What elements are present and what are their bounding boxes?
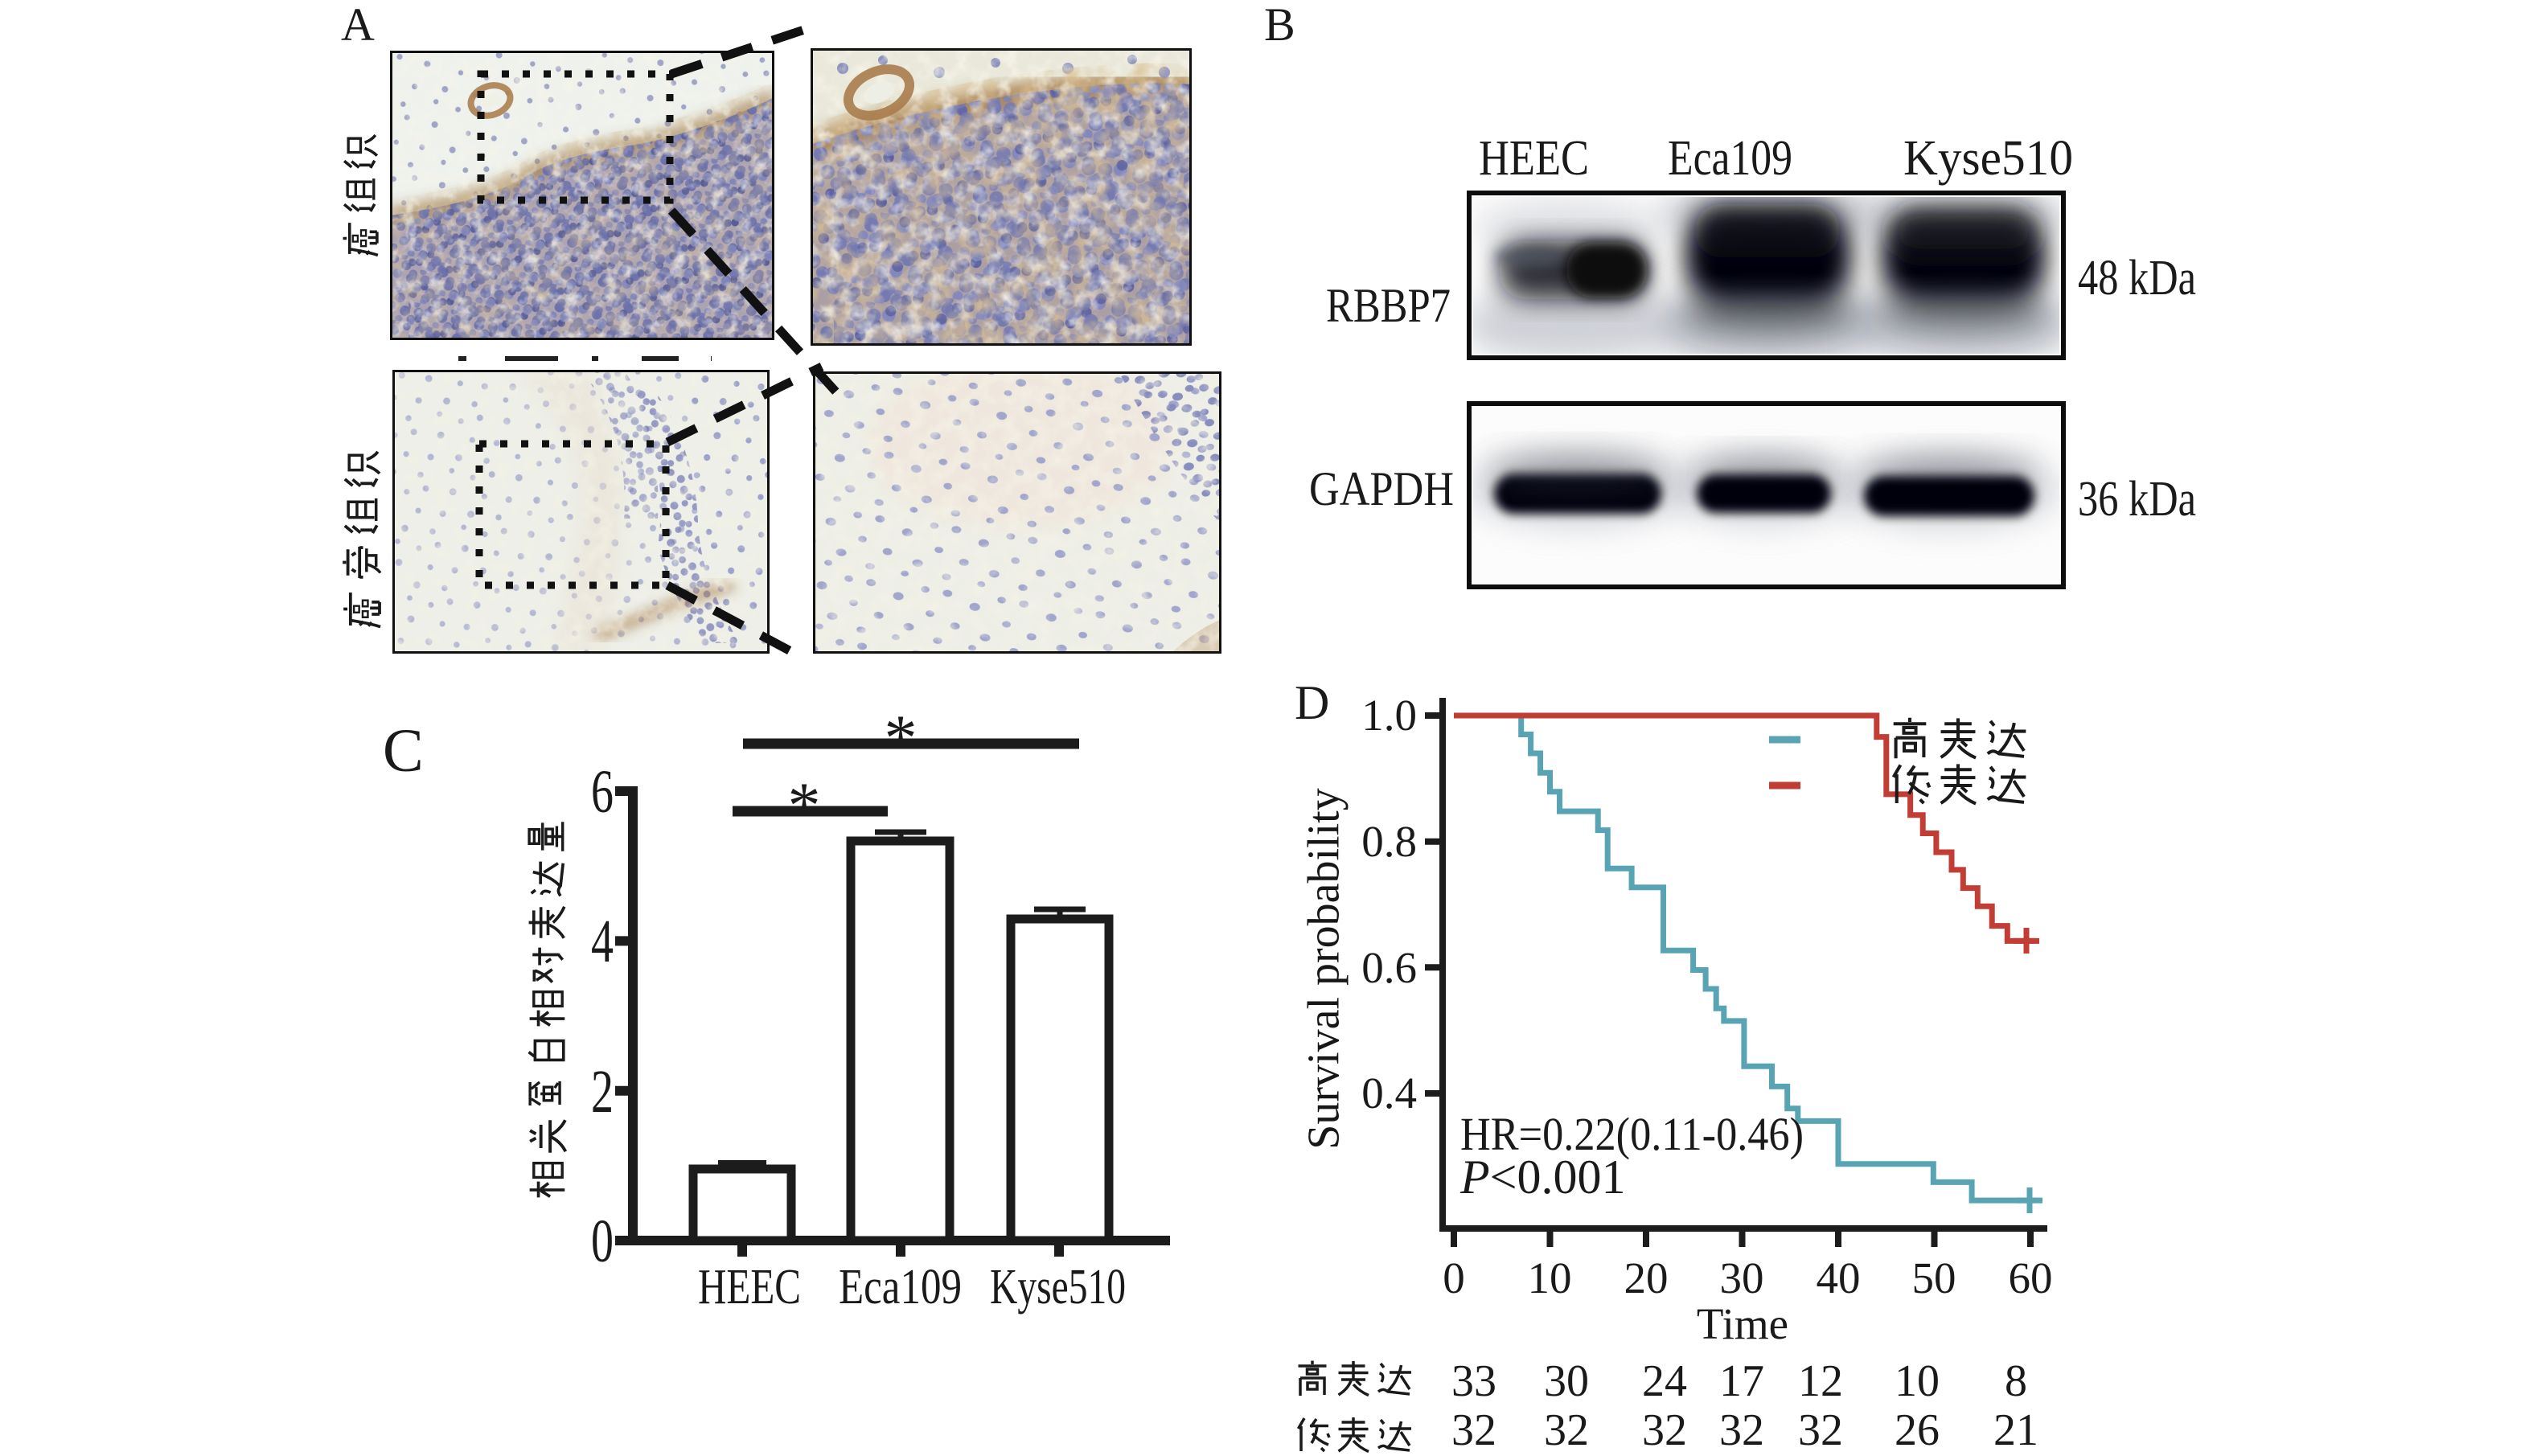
svg-text:HR=0.22(0.11-0.46): HR=0.22(0.11-0.46) bbox=[1460, 1108, 1804, 1160]
svg-text:*: * bbox=[885, 707, 918, 774]
svg-text:2: 2 bbox=[591, 1058, 614, 1126]
svg-text:24: 24 bbox=[1642, 1356, 1687, 1406]
svg-text:50: 50 bbox=[1912, 1253, 1956, 1302]
svg-text:33: 33 bbox=[1451, 1356, 1496, 1406]
svg-text:0.8: 0.8 bbox=[1361, 817, 1417, 866]
svg-text:Kyse510: Kyse510 bbox=[990, 1260, 1126, 1315]
svg-text:GAPDH: GAPDH bbox=[1309, 462, 1454, 515]
svg-text:Kyse510: Kyse510 bbox=[1903, 131, 2073, 186]
svg-text:HEEC: HEEC bbox=[1479, 131, 1589, 186]
svg-text:32: 32 bbox=[1642, 1405, 1687, 1449]
svg-text:26: 26 bbox=[1895, 1405, 1940, 1449]
svg-text:30: 30 bbox=[1720, 1253, 1764, 1302]
svg-text:RBBP7: RBBP7 bbox=[1326, 279, 1451, 332]
svg-text:HEEC: HEEC bbox=[698, 1260, 801, 1315]
svg-text:0.6: 0.6 bbox=[1361, 943, 1417, 992]
svg-text:Eca109: Eca109 bbox=[839, 1260, 962, 1315]
svg-text:30: 30 bbox=[1544, 1356, 1589, 1406]
svg-text:10: 10 bbox=[1528, 1253, 1572, 1302]
svg-text:10: 10 bbox=[1895, 1356, 1940, 1406]
svg-text:48 kDa: 48 kDa bbox=[2078, 251, 2196, 306]
svg-text:Time: Time bbox=[1697, 1299, 1788, 1348]
svg-text:1.0: 1.0 bbox=[1361, 691, 1417, 740]
svg-text:6: 6 bbox=[591, 758, 614, 826]
svg-text:4: 4 bbox=[591, 908, 614, 975]
svg-text:0: 0 bbox=[1443, 1253, 1465, 1302]
svg-text:P<0.001: P<0.001 bbox=[1459, 1150, 1626, 1204]
svg-text:32: 32 bbox=[1544, 1405, 1589, 1449]
svg-text:32: 32 bbox=[1719, 1405, 1764, 1449]
svg-text:32: 32 bbox=[1798, 1405, 1843, 1449]
svg-text:0.4: 0.4 bbox=[1361, 1068, 1417, 1118]
svg-text:60: 60 bbox=[2009, 1253, 2053, 1302]
svg-text:36 kDa: 36 kDa bbox=[2078, 472, 2196, 527]
svg-text:*: * bbox=[788, 769, 821, 842]
svg-text:Eca109: Eca109 bbox=[1668, 131, 1792, 186]
svg-text:20: 20 bbox=[1624, 1253, 1669, 1302]
svg-text:8: 8 bbox=[2005, 1356, 2027, 1406]
svg-text:12: 12 bbox=[1798, 1356, 1843, 1406]
svg-text:21: 21 bbox=[1993, 1405, 2038, 1449]
svg-text:40: 40 bbox=[1817, 1253, 1861, 1302]
svg-text:17: 17 bbox=[1719, 1356, 1764, 1406]
svg-text:0: 0 bbox=[591, 1208, 614, 1275]
svg-text:32: 32 bbox=[1451, 1405, 1496, 1449]
